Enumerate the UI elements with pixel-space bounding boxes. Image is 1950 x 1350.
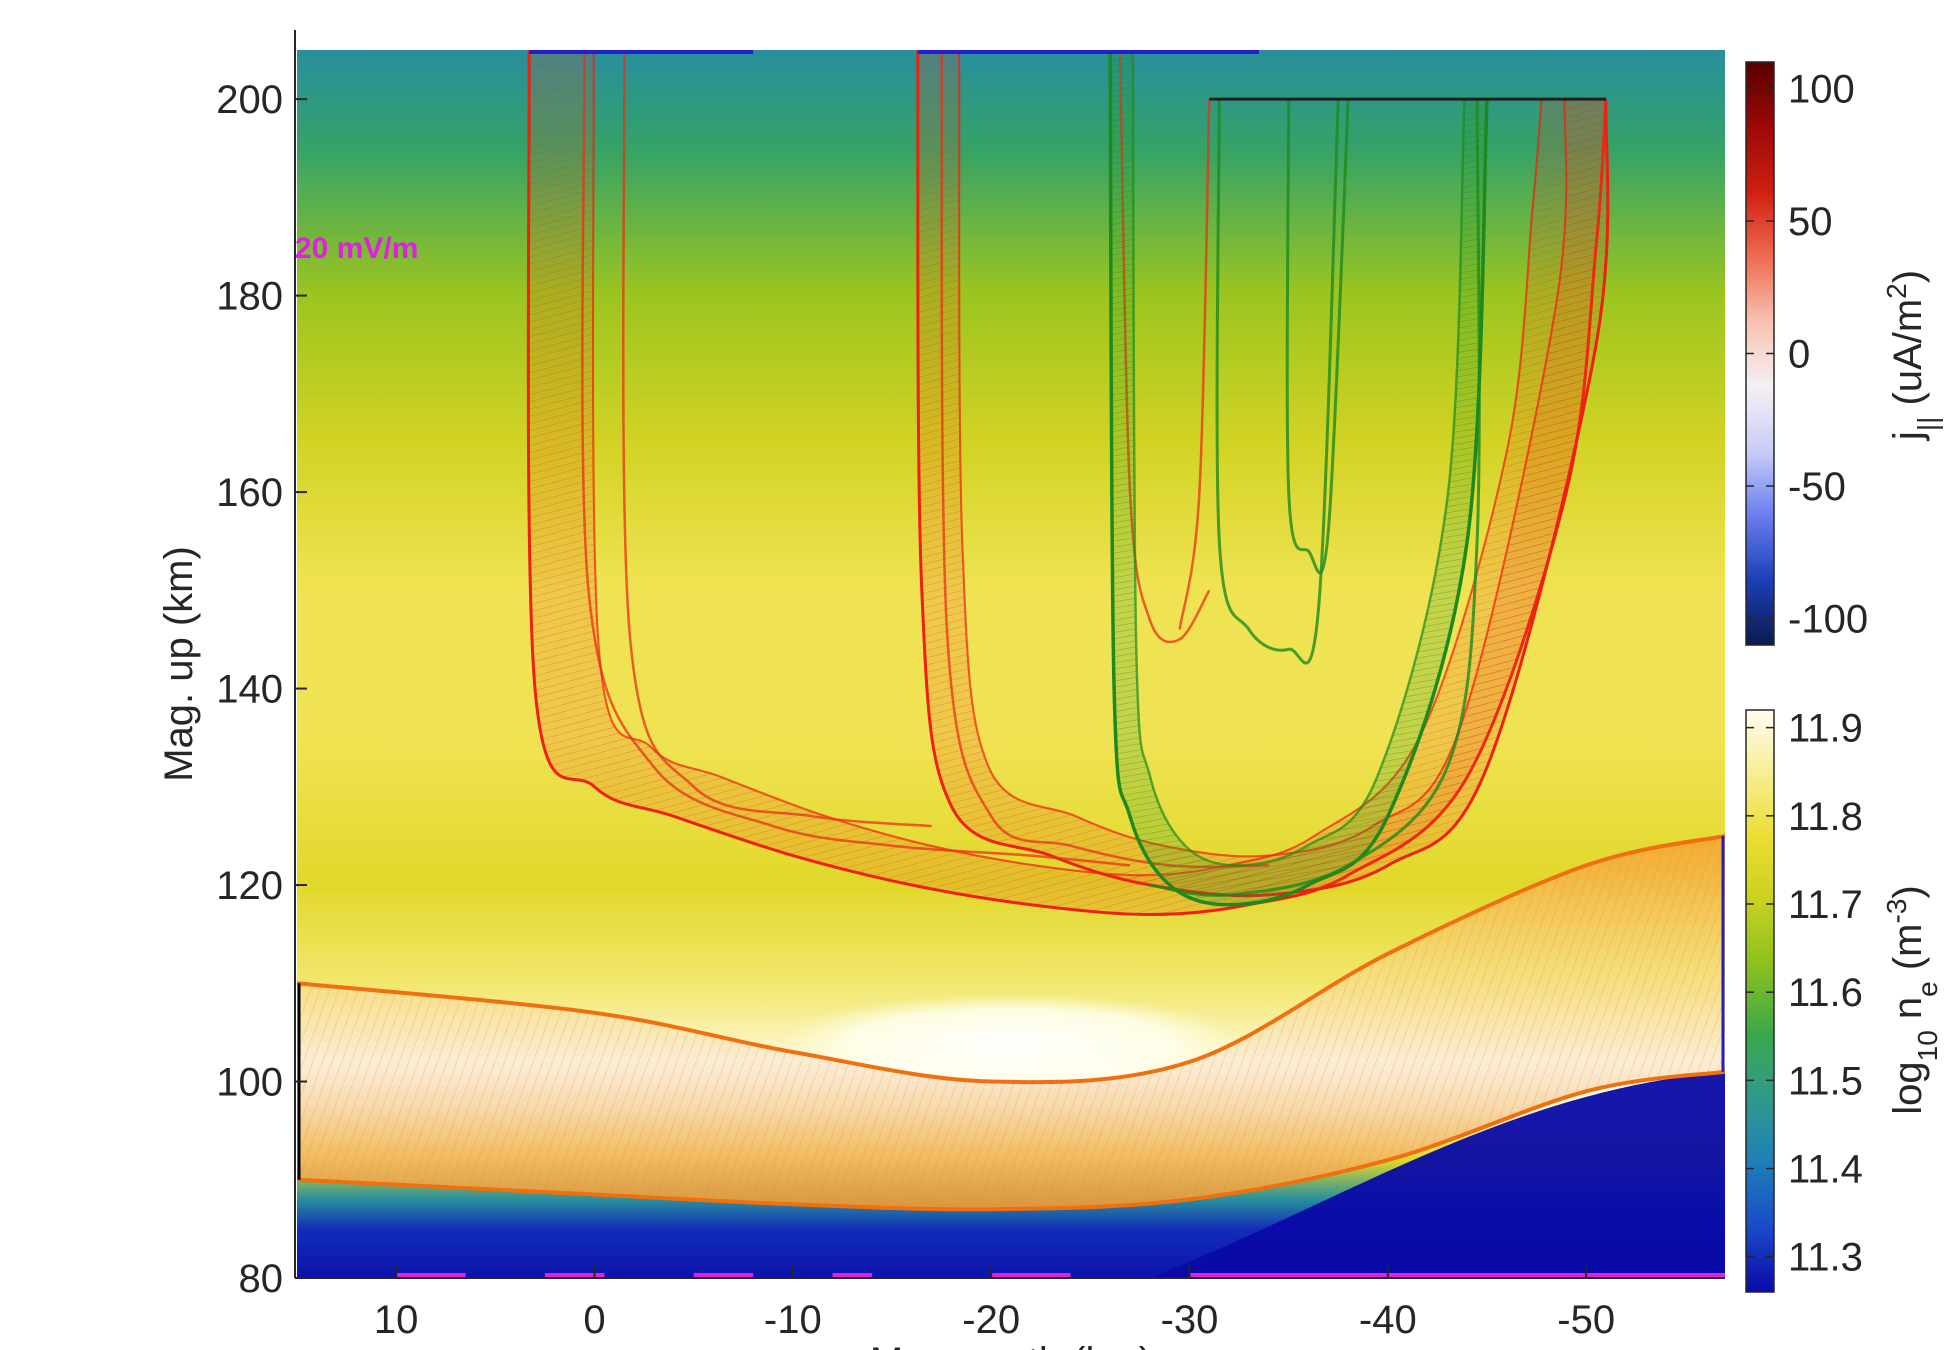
red-strand: [581, 50, 1131, 867]
x-tick-label: 0: [583, 1298, 605, 1342]
red-strand: [621, 50, 932, 828]
colorbar-tick-label: -50: [1788, 465, 1846, 509]
colorbar-label-part: ): [1886, 885, 1930, 898]
colorbar-label-part: 10: [1912, 1030, 1943, 1061]
density-peak-patch: [781, 994, 1241, 1091]
green-strand: [1285, 99, 1350, 575]
colorbar-tick-label: 11.5: [1788, 1059, 1863, 1103]
colorbar-tick-label: 11.4: [1788, 1148, 1863, 1192]
x-tick-label: 10: [374, 1298, 419, 1342]
colorbar-label-part: 2: [1881, 283, 1912, 299]
colorbar-label: log10 ne (m-3): [1881, 885, 1943, 1114]
x-tick-label: -50: [1557, 1298, 1615, 1342]
colorbar-tick-label: 11.6: [1788, 971, 1863, 1015]
orange-band-hatch: [297, 835, 1725, 1210]
y-tick-label: 120: [216, 864, 283, 908]
colorbar-label-part: j: [1886, 431, 1930, 441]
tube-red-u-1-inner: [591, 50, 1543, 877]
colorbar-tick-label: 100: [1788, 68, 1855, 112]
colorbar-tick-label: 50: [1788, 200, 1833, 244]
colorbar-log-ne: 11.9 11.8 11.7 11.6 11.5 11.4 11.3 log10 ne (m-…: [1745, 707, 1943, 1293]
tube-red-u-2-inner: [958, 50, 1568, 858]
y-tick-label: 80: [239, 1257, 284, 1301]
colorbar-tick-label: 11.9: [1788, 707, 1863, 751]
x-tick-label: -40: [1359, 1298, 1417, 1342]
colorbar-tick-label: 0: [1788, 333, 1810, 377]
green-strand: [1149, 99, 1481, 897]
y-tick-label: 140: [216, 668, 283, 712]
plot-area: [297, 50, 1725, 1278]
colorbar-label-part: n: [1886, 997, 1930, 1030]
x-tick-label: -30: [1161, 1298, 1219, 1342]
y-tick-label: 160: [216, 471, 283, 515]
colorbar-label-part: e: [1912, 981, 1943, 997]
y-tick-label: 100: [216, 1061, 283, 1105]
colorbar-tick-label: 11.8: [1788, 795, 1863, 839]
colorbar-label-part: ||: [1912, 417, 1943, 432]
colorbar-tick-label: -100: [1788, 598, 1868, 642]
colorbar-label: j|| (uA/m2): [1881, 270, 1943, 441]
colorbar-label-part: ): [1886, 270, 1930, 283]
colorbar-j-parallel: 100 50 0 -50 -100 j|| (uA/m2): [1745, 61, 1943, 646]
low-density-region: [1149, 1071, 1725, 1278]
colorbar-label-part: (uA/m: [1886, 299, 1930, 417]
tube-green-u-hatch: [1110, 50, 1487, 905]
colorbar-tick-label: 11.7: [1788, 883, 1863, 927]
green-strand: [1215, 99, 1340, 665]
tube-green-u-outline: [1108, 50, 1489, 907]
colorbar-label-part: log: [1886, 1061, 1930, 1114]
y-axis-label: Mag. up (km): [157, 546, 201, 782]
colorbar-label-part: (m: [1886, 923, 1930, 981]
colorbar-tick-label: 11.3: [1788, 1236, 1863, 1280]
field-scale-annotation: 20 mV/m: [295, 232, 418, 265]
tube-green-u-inner: [1131, 50, 1466, 867]
red-strand: [1178, 99, 1211, 630]
orange-band-upper-edge: [297, 833, 1725, 1085]
x-tick-label: -10: [764, 1298, 822, 1342]
x-tick-label: -20: [962, 1298, 1020, 1342]
x-axis-label: Mag. north (km): [870, 1340, 1152, 1350]
colorbar-gradient: [1745, 709, 1775, 1293]
y-tick-label: 180: [216, 275, 283, 319]
colorbar-label-part: -3: [1881, 899, 1912, 924]
orange-band-lower-edge: [297, 1069, 1725, 1212]
y-tick-label: 200: [216, 78, 283, 122]
